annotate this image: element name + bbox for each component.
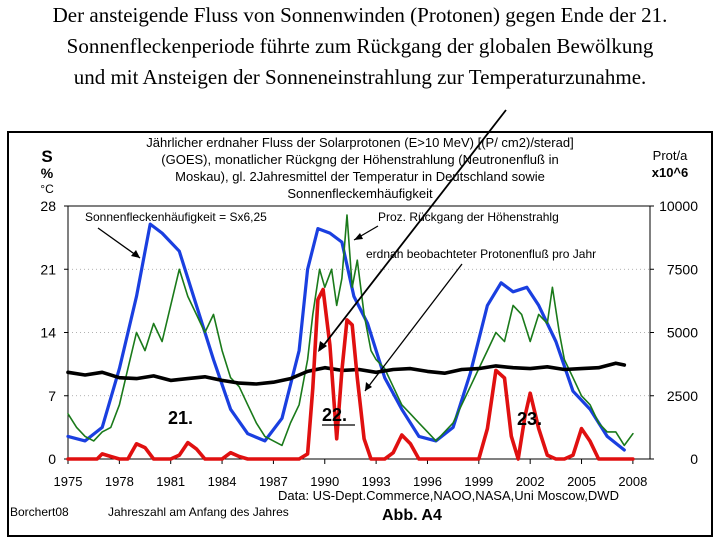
caption-arrowhead bbox=[318, 341, 327, 352]
annotation-cosmic: Proz. Rückgang der Höhenstrahlg bbox=[378, 210, 559, 224]
x-tick-2005: 2005 bbox=[567, 474, 596, 489]
annotation-sunspot: Sonnenfleckenhäufigkeit = Sx6,25 bbox=[85, 210, 267, 224]
annotation-proton-arrow bbox=[364, 263, 463, 392]
y-right-tick-2500: 2500 bbox=[667, 388, 698, 404]
y-right-label-unit: x10^6 bbox=[652, 165, 689, 180]
annotation-proton: erdnah beobachteter Protonenfluß pro Jah… bbox=[366, 247, 596, 261]
annotation-sunspot-arrow bbox=[97, 227, 141, 259]
source-note: Data: US-Dept.Commerce,NAOO,NASA,Uni Mos… bbox=[278, 488, 619, 503]
annotation-cosmic-arrowhead bbox=[354, 233, 363, 240]
caption-line-2: Sonnenfleckenperiode führte zum Rückgang… bbox=[66, 34, 654, 58]
y-right-tick-5000: 5000 bbox=[667, 325, 698, 341]
annotation-sunspot-arrowhead bbox=[131, 250, 140, 258]
x-tick-1981: 1981 bbox=[156, 474, 185, 489]
series-line-2 bbox=[67, 214, 634, 447]
caption-line-3: und mit Ansteigen der Sonneneinstrahlung… bbox=[73, 65, 647, 89]
y-right-tick-7500: 7500 bbox=[667, 261, 698, 277]
y-left-tick-14: 14 bbox=[40, 325, 56, 341]
x-tick-1978: 1978 bbox=[105, 474, 134, 489]
x-tick-1987: 1987 bbox=[259, 474, 288, 489]
x-tick-1993: 1993 bbox=[362, 474, 391, 489]
cycle-label-1: 21. bbox=[168, 408, 193, 428]
x-tick-1996: 1996 bbox=[413, 474, 442, 489]
cycle-label-3: 23. bbox=[517, 409, 542, 429]
caption-line-1: Der ansteigende Fluss von Sonnenwinden (… bbox=[52, 3, 668, 27]
plot-area bbox=[67, 205, 651, 460]
chart-title-line-4: Sonnenfleckemhäufigkeit bbox=[287, 186, 433, 201]
y-left-tick-28: 28 bbox=[40, 198, 56, 214]
x-tick-1999: 1999 bbox=[464, 474, 493, 489]
chart-title-line-3: Moskau), gl. 2Jahresmittel der Temperatu… bbox=[175, 169, 545, 184]
cycle-label-2: 22. bbox=[322, 405, 347, 425]
caption: Der ansteigende Fluss von Sonnenwinden (… bbox=[0, 0, 720, 93]
x-axis-label: Jahreszahl am Anfang des Jahres bbox=[108, 505, 289, 519]
y-left-label-celsius: °C bbox=[40, 182, 54, 196]
x-tick-1984: 1984 bbox=[208, 474, 237, 489]
y-left-tick-7: 7 bbox=[48, 388, 56, 404]
y-right-tick-10000: 10000 bbox=[659, 198, 698, 214]
caption-arrow bbox=[319, 109, 507, 351]
x-tick-1990: 1990 bbox=[310, 474, 339, 489]
y-left-label-s: S bbox=[41, 147, 52, 166]
y-left-label-percent: % bbox=[41, 165, 54, 181]
figure-frame bbox=[7, 131, 713, 537]
x-tick-2002: 2002 bbox=[516, 474, 545, 489]
series-line-3 bbox=[66, 361, 627, 386]
x-tick-2008: 2008 bbox=[618, 474, 647, 489]
series-line-4 bbox=[66, 287, 635, 461]
annotation-proton-arrowhead bbox=[365, 382, 372, 391]
figure-id: Abb. A4 bbox=[382, 507, 442, 524]
y-right-label-prot: Prot/a bbox=[653, 148, 688, 163]
x-tick-1975: 1975 bbox=[54, 474, 83, 489]
author-label: Borchert08 bbox=[10, 505, 69, 519]
y-left-tick-21: 21 bbox=[40, 261, 56, 277]
y-left-tick-0: 0 bbox=[48, 451, 56, 467]
chart-title-line-2: (GOES), monatlicher Rückgng der Höhenstr… bbox=[161, 152, 558, 167]
chart-title-line-1: Jährlicher erdnaher Fluss der Solarproto… bbox=[146, 135, 573, 150]
y-right-tick-0: 0 bbox=[690, 451, 698, 467]
series-line-1 bbox=[66, 222, 626, 452]
